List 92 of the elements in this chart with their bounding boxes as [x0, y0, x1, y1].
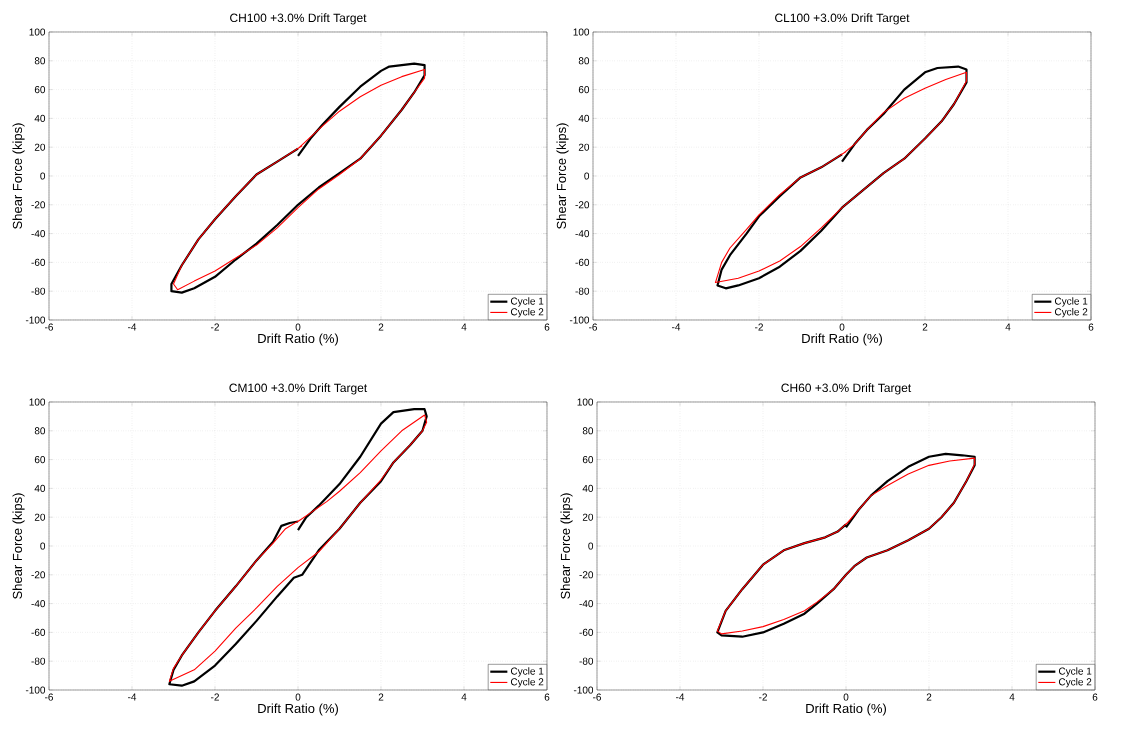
x-tick-label: 2 [378, 693, 384, 701]
x-tick-label: 6 [544, 693, 550, 701]
x-tick-label: -4 [127, 693, 137, 701]
legend-label: Cycle 2 [1054, 308, 1088, 318]
x-tick-label: -2 [759, 693, 767, 701]
y-axis-title: Shear Force (kips) [556, 123, 569, 229]
x-tick-label: -4 [127, 323, 137, 331]
x-tick-label: 2 [926, 693, 932, 701]
chart-title: CM100 +3.0% Drift Target [229, 383, 368, 395]
y-tick-label: 60 [34, 86, 46, 94]
legend-label: Cycle 2 [510, 308, 544, 318]
y-tick-label: -60 [575, 258, 590, 266]
y-tick-label: -40 [579, 600, 594, 608]
y-tick-label: 100 [29, 398, 46, 406]
x-tick-label: 0 [843, 693, 849, 701]
y-tick-label: 100 [29, 28, 46, 36]
y-tick-label: 60 [34, 456, 46, 464]
x-axis-title: Drift Ratio (%) [258, 333, 338, 346]
y-tick-label: 80 [34, 427, 46, 435]
y-tick-label: 40 [34, 484, 46, 492]
y-axis-title: Shear Force (kips) [560, 493, 573, 599]
y-tick-label: -20 [575, 201, 590, 209]
y-tick-label: -20 [579, 571, 594, 579]
x-tick-label: 6 [1088, 323, 1094, 331]
y-tick-label: 60 [578, 86, 590, 94]
legend-label: Cycle 1 [510, 667, 544, 677]
y-tick-label: 0 [40, 542, 46, 550]
legend-label: Cycle 2 [510, 678, 544, 688]
y-tick-label: -20 [31, 571, 46, 579]
x-tick-label: 4 [1009, 693, 1015, 701]
y-tick-label: 80 [582, 427, 594, 435]
y-tick-label: 20 [582, 513, 594, 521]
x-tick-label: -4 [672, 323, 681, 331]
x-tick-label: -2 [210, 693, 219, 701]
x-tick-label: -4 [676, 693, 685, 701]
y-tick-label: 60 [582, 456, 594, 464]
x-tick-label: 0 [839, 323, 845, 331]
y-tick-label: -80 [579, 657, 594, 665]
x-tick-label: -6 [593, 693, 602, 701]
y-tick-label: 0 [584, 172, 590, 180]
y-tick-label: -80 [31, 657, 46, 665]
x-tick-label: 2 [378, 323, 384, 331]
y-tick-label: 80 [578, 57, 590, 65]
x-tick-label: -2 [755, 323, 763, 331]
y-tick-label: -100 [25, 316, 46, 324]
x-tick-label: 4 [1005, 323, 1011, 331]
y-tick-label: -80 [575, 287, 590, 295]
y-tick-label: -40 [575, 230, 590, 238]
legend-label: Cycle 2 [1058, 678, 1092, 688]
x-tick-label: -6 [45, 693, 54, 701]
y-tick-label: 40 [582, 484, 594, 492]
x-axis-title: Drift Ratio (%) [802, 333, 882, 346]
legend-label: Cycle 1 [510, 297, 544, 307]
y-tick-label: 40 [578, 114, 590, 122]
y-tick-label: 0 [40, 172, 46, 180]
x-axis-title: Drift Ratio (%) [806, 703, 886, 716]
x-tick-label: 6 [544, 323, 550, 331]
x-tick-label: 0 [295, 693, 301, 701]
x-tick-label: 4 [461, 693, 467, 701]
x-tick-label: 4 [461, 323, 467, 331]
x-tick-label: -2 [210, 323, 219, 331]
y-tick-label: -100 [569, 316, 590, 324]
y-tick-label: -40 [31, 230, 46, 238]
x-tick-label: -6 [589, 323, 598, 331]
y-axis-title: Shear Force (kips) [12, 123, 25, 229]
x-tick-label: 6 [1092, 693, 1098, 701]
chart-title: CH60 +3.0% Drift Target [781, 383, 912, 395]
chart-title: CL100 +3.0% Drift Target [775, 13, 910, 25]
y-tick-label: -60 [579, 628, 594, 636]
y-tick-label: 20 [34, 513, 46, 521]
y-axis-title: Shear Force (kips) [12, 493, 25, 599]
y-tick-label: -60 [31, 628, 46, 636]
y-tick-label: 20 [578, 143, 590, 151]
y-tick-label: 0 [588, 542, 594, 550]
y-tick-label: -20 [31, 201, 46, 209]
y-tick-label: -100 [573, 686, 594, 694]
y-tick-label: -100 [25, 686, 46, 694]
y-tick-label: 100 [573, 28, 590, 36]
y-tick-label: 40 [34, 114, 46, 122]
x-tick-label: 2 [922, 323, 928, 331]
chart-title: CH100 +3.0% Drift Target [230, 13, 367, 25]
y-tick-label: 80 [34, 57, 46, 65]
legend-label: Cycle 1 [1054, 297, 1088, 307]
y-tick-label: 100 [577, 398, 594, 406]
legend-label: Cycle 1 [1058, 667, 1092, 677]
x-tick-label: -6 [45, 323, 54, 331]
x-axis-title: Drift Ratio (%) [258, 703, 338, 716]
y-tick-label: -40 [31, 600, 46, 608]
y-tick-label: 20 [34, 143, 46, 151]
y-tick-label: -80 [31, 287, 46, 295]
y-tick-label: -60 [31, 258, 46, 266]
x-tick-label: 0 [295, 323, 301, 331]
